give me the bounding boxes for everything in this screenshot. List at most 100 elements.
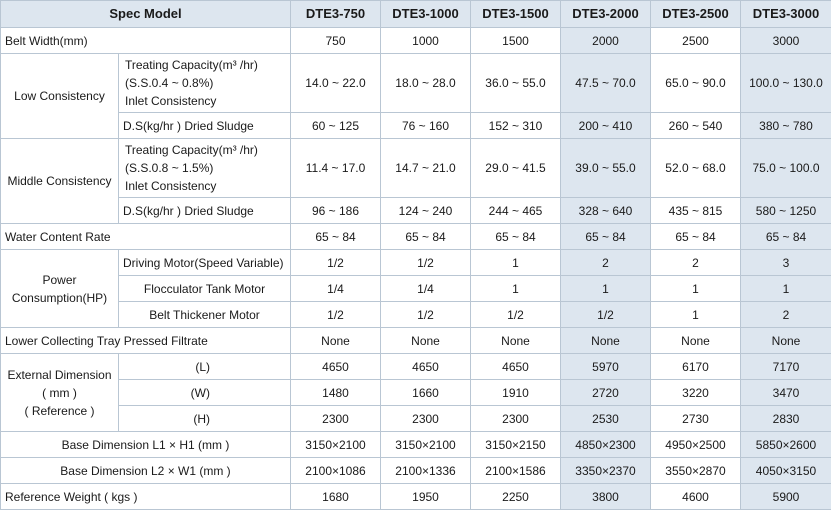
base-dimension-2-row: Base Dimension L2 × W1 (mm ) 2100×1086 2… [0, 457, 831, 484]
value-cell: 260 ~ 540 [650, 112, 741, 139]
value-cell: 2300 [290, 405, 381, 432]
value-cell: 2300 [380, 405, 471, 432]
value-cell: 65 ~ 84 [560, 223, 651, 250]
value-cell: 36.0 ~ 55.0 [470, 53, 561, 113]
value-cell: 2000 [560, 27, 651, 54]
value-cell: 47.5 ~ 70.0 [560, 53, 651, 113]
label-line: Consumption(HP) [11, 290, 108, 305]
value-cell: 1/2 [380, 249, 471, 276]
low-ds-row: D.S(kg/hr ) Dried Sludge 60 ~ 125 76 ~ 1… [1, 112, 831, 139]
water-content-row: Water Content Rate 65 ~ 84 65 ~ 84 65 ~ … [0, 223, 831, 250]
value-cell: 1/2 [290, 249, 381, 276]
low-ds-label: D.S(kg/hr ) Dried Sludge [118, 112, 291, 139]
value-cell: 124 ~ 240 [380, 197, 471, 224]
middle-ds-row: D.S(kg/hr ) Dried Sludge 96 ~ 186 124 ~ … [1, 197, 831, 224]
belt-thickener-motor-label: Belt Thickener Motor [118, 301, 291, 328]
value-cell: 75.0 ~ 100.0 [740, 138, 831, 198]
value-cell: 65 ~ 84 [740, 223, 831, 250]
value-cell: 2 [560, 249, 651, 276]
value-cell: 2730 [650, 405, 741, 432]
external-dimension-label: External Dimension ( mm ) ( Reference ) [0, 353, 119, 432]
weight-label: Reference Weight ( kgs ) [0, 483, 291, 510]
value-cell: 1500 [470, 27, 561, 54]
model-header: DTE3-1000 [380, 0, 471, 28]
external-l-label: (L) [118, 353, 291, 380]
value-cell: 65 ~ 84 [380, 223, 471, 250]
value-cell: 11.4 ~ 17.0 [290, 138, 381, 198]
value-cell: 60 ~ 125 [290, 112, 381, 139]
label-line: Power [42, 272, 77, 287]
middle-capacity-row: Middle Consistency Treating Capacity(m³ … [0, 138, 831, 224]
value-cell: 3220 [650, 379, 741, 406]
value-cell: 380 ~ 780 [740, 112, 831, 139]
water-content-label: Water Content Rate [0, 223, 291, 250]
value-cell: 1 [470, 249, 561, 276]
value-cell: 200 ~ 410 [560, 112, 651, 139]
value-cell: 14.0 ~ 22.0 [290, 53, 381, 113]
value-cell: 244 ~ 465 [470, 197, 561, 224]
value-cell: 2530 [560, 405, 651, 432]
value-cell: 750 [290, 27, 381, 54]
value-cell: 2100×1336 [380, 457, 471, 484]
value-cell: 435 ~ 815 [650, 197, 741, 224]
value-cell: 1680 [290, 483, 381, 510]
label-line: Treating Capacity(m³ /hr) [125, 143, 258, 157]
flocculator-motor-row: Flocculator Tank Motor 1/4 1/4 1 1 1 1 [1, 275, 831, 302]
value-cell: 2830 [740, 405, 831, 432]
label-line: Inlet Consistency [125, 94, 217, 108]
value-cell: 1/2 [560, 301, 651, 328]
driving-motor-label: Driving Motor(Speed Variable) [118, 249, 291, 276]
belt-width-label: Belt Width(mm) [0, 27, 291, 54]
value-cell: 152 ~ 310 [470, 112, 561, 139]
model-header: DTE3-3000 [740, 0, 831, 28]
value-cell: 1/4 [290, 275, 381, 302]
value-cell: 1 [650, 301, 741, 328]
value-cell: 4050×3150 [740, 457, 831, 484]
external-h-label: (H) [118, 405, 291, 432]
value-cell: None [470, 327, 561, 354]
base-dimension-1-row: Base Dimension L1 × H1 (mm ) 3150×2100 3… [0, 431, 831, 458]
value-cell: 3150×2100 [380, 431, 471, 458]
value-cell: 76 ~ 160 [380, 112, 471, 139]
label-line: (S.S.0.8 ~ 1.5%) [125, 161, 214, 175]
label-line: Inlet Consistency [125, 179, 217, 193]
value-cell: 3550×2870 [650, 457, 741, 484]
tray-row: Lower Collecting Tray Pressed Filtrate N… [0, 327, 831, 354]
value-cell: 1/2 [380, 301, 471, 328]
value-cell: 18.0 ~ 28.0 [380, 53, 471, 113]
value-cell: 65 ~ 84 [290, 223, 381, 250]
middle-ds-label: D.S(kg/hr ) Dried Sludge [118, 197, 291, 224]
low-capacity-row: Low Consistency Treating Capacity(m³ /hr… [0, 53, 831, 139]
value-cell: 4650 [470, 353, 561, 380]
header-row: Spec Model DTE3-750 DTE3-1000 DTE3-1500 … [0, 0, 831, 28]
value-cell: 1 [560, 275, 651, 302]
model-header: DTE3-2000 [560, 0, 651, 28]
model-header: DTE3-2500 [650, 0, 741, 28]
value-cell: 96 ~ 186 [290, 197, 381, 224]
value-cell: 3470 [740, 379, 831, 406]
value-cell: 6170 [650, 353, 741, 380]
value-cell: None [740, 327, 831, 354]
power-consumption-label: Power Consumption(HP) [0, 249, 119, 328]
middle-capacity-label: Treating Capacity(m³ /hr) (S.S.0.8 ~ 1.5… [118, 138, 291, 198]
value-cell: 2100×1586 [470, 457, 561, 484]
base-dimension-2-label: Base Dimension L2 × W1 (mm ) [0, 457, 291, 484]
external-l-row: External Dimension ( mm ) ( Reference ) … [0, 353, 831, 432]
flocculator-motor-label: Flocculator Tank Motor [118, 275, 291, 302]
value-cell: 5900 [740, 483, 831, 510]
value-cell: 3000 [740, 27, 831, 54]
value-cell: 1 [470, 275, 561, 302]
value-cell: 4600 [650, 483, 741, 510]
value-cell: 328 ~ 640 [560, 197, 651, 224]
value-cell: 1/2 [290, 301, 381, 328]
value-cell: 2500 [650, 27, 741, 54]
value-cell: 1950 [380, 483, 471, 510]
label-line: External Dimension [7, 367, 112, 382]
value-cell: 1660 [380, 379, 471, 406]
value-cell: 2720 [560, 379, 651, 406]
value-cell: None [380, 327, 471, 354]
low-consistency-label: Low Consistency [0, 53, 119, 139]
label-line: (S.S.0.4 ~ 0.8%) [125, 76, 214, 90]
value-cell: 4650 [290, 353, 381, 380]
value-cell: 52.0 ~ 68.0 [650, 138, 741, 198]
